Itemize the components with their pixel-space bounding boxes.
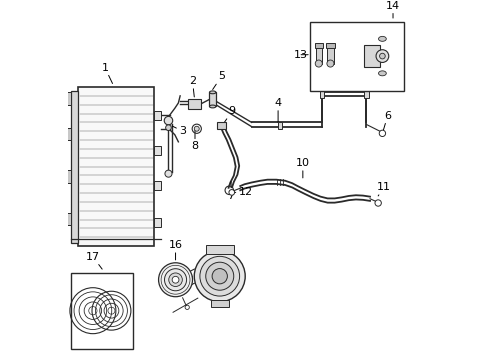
Bar	[154, 181, 161, 190]
Circle shape	[172, 276, 179, 283]
Bar	[187, 99, 200, 109]
Circle shape	[379, 53, 385, 59]
Text: 5: 5	[212, 71, 224, 90]
Ellipse shape	[209, 105, 215, 108]
Bar	[315, 46, 321, 64]
Text: 13: 13	[293, 50, 307, 60]
Circle shape	[164, 170, 172, 177]
Bar	[217, 122, 225, 129]
Bar	[71, 273, 133, 349]
Text: 12: 12	[231, 188, 252, 197]
Bar	[363, 45, 379, 67]
Bar	[277, 122, 282, 130]
Bar	[309, 22, 403, 91]
Circle shape	[326, 60, 333, 67]
Text: 15: 15	[167, 276, 192, 288]
Text: 8: 8	[191, 131, 198, 152]
Text: 6: 6	[382, 111, 390, 133]
Bar	[154, 146, 161, 155]
Ellipse shape	[378, 71, 386, 76]
Bar	[63, 212, 70, 225]
Circle shape	[165, 125, 171, 131]
Bar	[63, 92, 70, 105]
Text: 9: 9	[224, 106, 235, 122]
Bar	[63, 170, 70, 183]
Bar	[205, 246, 233, 254]
Circle shape	[194, 251, 244, 302]
Ellipse shape	[209, 91, 215, 94]
Circle shape	[164, 269, 186, 291]
Text: 14: 14	[385, 1, 399, 18]
Circle shape	[315, 60, 322, 67]
Bar	[154, 111, 161, 120]
Text: 2: 2	[188, 76, 196, 97]
Text: 4: 4	[274, 98, 281, 122]
Bar	[210, 300, 228, 307]
Circle shape	[379, 130, 385, 136]
Bar	[154, 218, 161, 226]
Bar	[326, 46, 333, 64]
Bar	[325, 44, 334, 48]
Bar	[364, 90, 368, 98]
Circle shape	[168, 273, 182, 287]
Circle shape	[205, 262, 233, 290]
Circle shape	[212, 269, 227, 284]
Text: 10: 10	[295, 158, 309, 178]
Text: 17: 17	[86, 252, 102, 269]
Circle shape	[158, 263, 192, 297]
Circle shape	[374, 200, 381, 206]
Circle shape	[164, 116, 172, 125]
Bar	[314, 44, 323, 48]
Bar	[320, 90, 324, 98]
Text: 3: 3	[172, 126, 186, 136]
Text: 16: 16	[168, 240, 182, 260]
Circle shape	[375, 50, 388, 62]
Circle shape	[200, 256, 239, 296]
Bar	[78, 87, 154, 246]
Circle shape	[194, 126, 199, 131]
Text: 7: 7	[227, 182, 234, 201]
Bar	[209, 92, 215, 107]
Bar	[70, 91, 78, 243]
Bar	[63, 128, 70, 140]
Circle shape	[228, 190, 234, 195]
Ellipse shape	[378, 36, 386, 41]
Text: 11: 11	[376, 182, 390, 196]
Text: 1: 1	[101, 63, 112, 84]
